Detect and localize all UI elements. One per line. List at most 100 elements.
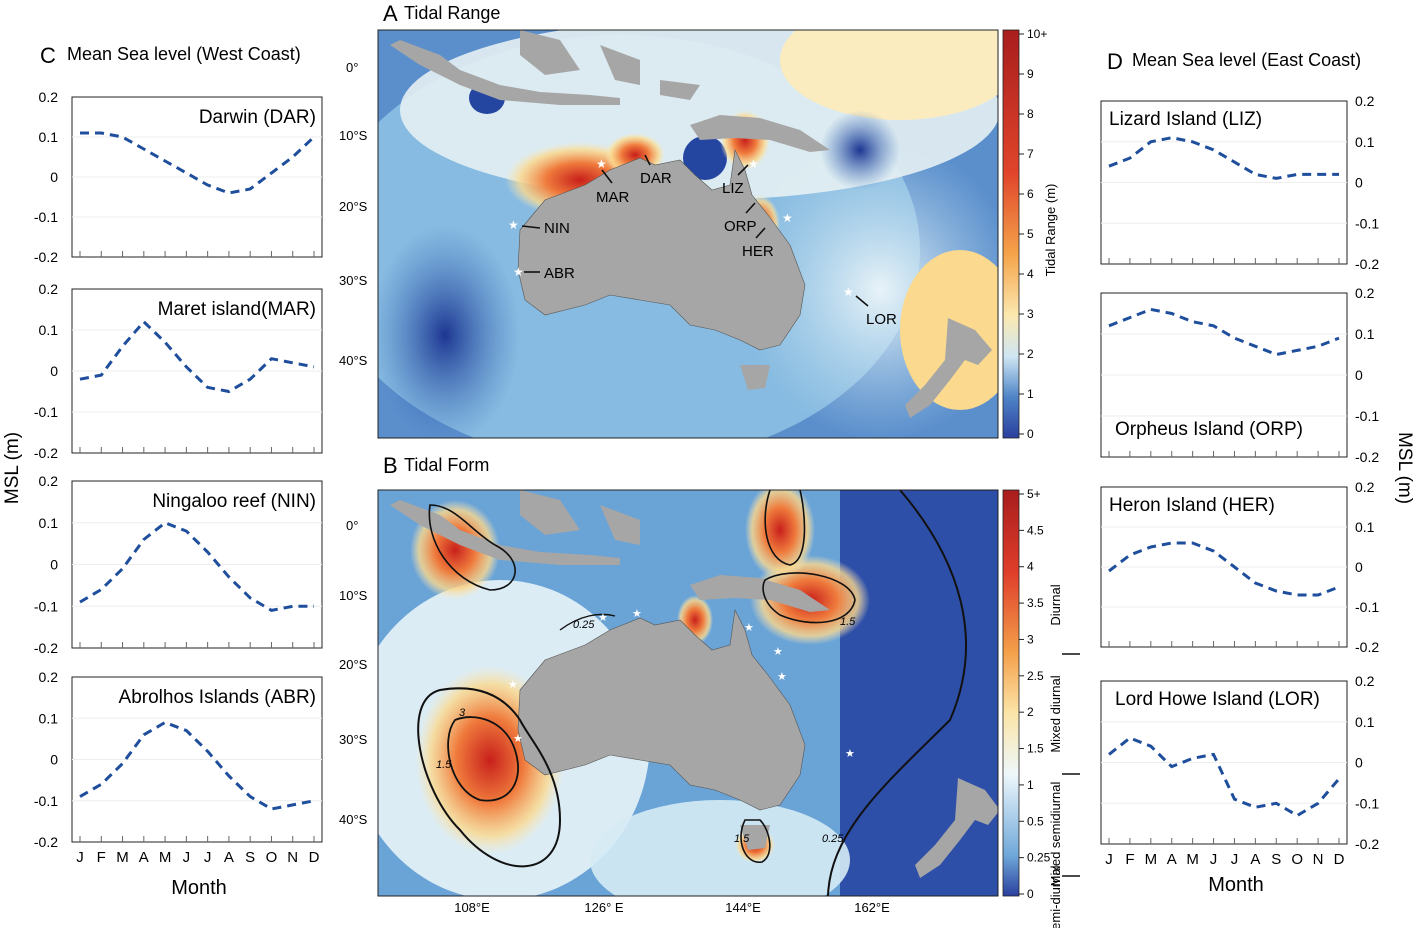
chart-title: Ningaloo reef (NIN) bbox=[152, 491, 316, 512]
form-site-stars: ★ ★ ★ ★ ★ ★ ★ ★ bbox=[508, 608, 855, 760]
msl-series-line bbox=[1108, 136, 1339, 180]
y-tick-label: 0.1 bbox=[1355, 326, 1375, 342]
form-contour-nw bbox=[559, 613, 616, 631]
panel-d-title: Mean Sea level (East Coast) bbox=[1132, 50, 1361, 70]
y-tick-label: 0.1 bbox=[39, 515, 59, 531]
form-category-mixed-diurnal: Mixed diurnal bbox=[1048, 675, 1063, 752]
site-label-liz: LIZ bbox=[722, 180, 744, 197]
form-category-semidiurnal: Semi-diurnal bbox=[1048, 865, 1063, 928]
site-arrow-nin bbox=[521, 225, 541, 229]
site-arrow-her bbox=[755, 227, 766, 239]
form-category-labels: Diurnal Mixed diurnal Mixed semidiurnal … bbox=[1048, 584, 1080, 928]
left-y-axis-label: MSL (m) bbox=[2, 432, 23, 504]
form-contour-label-15-coral: 1.5 bbox=[840, 616, 856, 628]
y-tick-label: -0.1 bbox=[1355, 795, 1379, 811]
site-label-her: HER bbox=[742, 243, 774, 260]
colorbar-tick-label: 3.5 bbox=[1027, 596, 1044, 610]
y-tick-label: 0 bbox=[1355, 367, 1363, 383]
tidal-range-frame bbox=[377, 29, 999, 439]
colorbar-tick-label: 6 bbox=[1027, 187, 1034, 201]
msl-series-line bbox=[80, 131, 316, 195]
panel-b-letter: B bbox=[383, 453, 398, 478]
x-tick-label: N bbox=[287, 849, 298, 866]
x-tick-label: M bbox=[1145, 851, 1158, 868]
form-colorbar bbox=[1002, 489, 1020, 897]
y-tick-label: -0.2 bbox=[1355, 639, 1379, 655]
form-contour-label-15-west: 1.5 bbox=[436, 759, 452, 771]
tidal-form-map: 0.25 3 1.5 1.5 1.5 0.25 0° 10°S 20°S 30°… bbox=[339, 487, 1080, 928]
form-star-5: ★ bbox=[777, 671, 787, 683]
y-tick-label: -0.2 bbox=[1355, 256, 1379, 272]
y-tick-label: -0.2 bbox=[1355, 836, 1379, 852]
chart-title: Lord Howe Island (LOR) bbox=[1115, 689, 1320, 710]
range-ne-yellow bbox=[780, 30, 998, 120]
colorbar-tick-label: 0 bbox=[1027, 887, 1034, 901]
y-tick-label: -0.2 bbox=[34, 834, 58, 850]
range-lat-30s: 30°S bbox=[339, 273, 368, 288]
form-north-hot bbox=[745, 490, 815, 580]
site-label-abr: ABR bbox=[544, 265, 575, 282]
x-tick-label: F bbox=[97, 849, 106, 866]
range-newguinea-land bbox=[690, 115, 830, 152]
form-lon-162e: 162°E bbox=[854, 900, 890, 915]
colorbar-tick-label: 9 bbox=[1027, 67, 1034, 81]
y-tick-label: 0.2 bbox=[39, 669, 59, 685]
colorbar-tick-label: 4.5 bbox=[1027, 523, 1044, 537]
form-lon-144e: 144°E bbox=[725, 900, 761, 915]
form-contour-west-inner bbox=[447, 716, 519, 802]
y-tick-label: 0.2 bbox=[1355, 479, 1375, 495]
form-newguinea-land bbox=[690, 575, 830, 612]
x-tick-label: J bbox=[1231, 851, 1239, 868]
range-colorbar-label: Tidal Range (m) bbox=[1043, 184, 1058, 277]
panel-c-letter: C bbox=[40, 43, 56, 68]
y-tick-label: 0 bbox=[50, 363, 58, 379]
range-newzealand-land bbox=[905, 318, 992, 418]
y-tick-label: 0.1 bbox=[39, 129, 59, 145]
x-tick-label: S bbox=[1271, 851, 1281, 868]
left-x-axis-label: Month bbox=[171, 877, 227, 899]
y-tick-label: -0.1 bbox=[34, 598, 58, 614]
y-tick-label: 0.1 bbox=[1355, 714, 1375, 730]
range-west-low bbox=[378, 225, 520, 438]
range-gulf-low bbox=[683, 136, 727, 180]
y-tick-label: 0.1 bbox=[39, 710, 59, 726]
chart-title: Darwin (DAR) bbox=[199, 107, 316, 128]
site-arrow-orp bbox=[745, 202, 756, 214]
panel-c-title: Mean Sea level (West Coast) bbox=[67, 44, 301, 64]
colorbar-tick-label: 0 bbox=[1027, 427, 1034, 441]
colorbar-tick-label: 10+ bbox=[1027, 27, 1047, 41]
range-australia-land bbox=[517, 149, 806, 351]
form-lon-126e: 126° E bbox=[584, 900, 624, 915]
y-tick-label: 0.1 bbox=[39, 322, 59, 338]
msl-series-line bbox=[1108, 307, 1340, 357]
chart-title: Heron Island (HER) bbox=[1109, 495, 1275, 516]
form-australia-land bbox=[517, 609, 806, 811]
form-indonesia-land bbox=[390, 490, 640, 565]
form-contour-north bbox=[764, 490, 806, 566]
form-contour-label-15-tas: 1.5 bbox=[734, 833, 750, 845]
x-tick-label: J bbox=[1210, 851, 1218, 868]
site-star-mar: ★ bbox=[596, 157, 607, 171]
tidal-form-frame bbox=[377, 489, 999, 897]
form-star-1: ★ bbox=[598, 612, 608, 624]
colorbar-tick-label: 1.5 bbox=[1027, 742, 1044, 756]
y-tick-label: 0 bbox=[1355, 755, 1363, 771]
y-tick-label: 0.2 bbox=[1355, 285, 1375, 301]
x-tick-label: N bbox=[1313, 851, 1324, 868]
panel-b-title: Tidal Form bbox=[404, 455, 489, 475]
site-star-abr: ★ bbox=[513, 265, 524, 279]
form-contour-labels: 0.25 3 1.5 1.5 1.5 0.25 bbox=[436, 616, 856, 845]
x-tick-label: A bbox=[1250, 851, 1260, 868]
form-contour-label-3: 3 bbox=[459, 707, 466, 719]
msl-chart-5: 0.2 0.1 0 -0.1 -0.2 Lizard Island (LIZ) bbox=[1100, 93, 1379, 272]
x-tick-label: J bbox=[76, 849, 84, 866]
msl-series-line bbox=[1108, 541, 1340, 597]
form-lat-30s: 30°S bbox=[339, 732, 368, 747]
form-tasmania-land bbox=[740, 825, 770, 850]
site-star-lor: ★ bbox=[843, 285, 854, 299]
colorbar-tick-label: 5+ bbox=[1027, 487, 1041, 501]
colorbar-tick-label: 3 bbox=[1027, 632, 1034, 646]
form-lon-108e: 108°E bbox=[454, 900, 490, 915]
y-tick-label: -0.2 bbox=[34, 445, 58, 461]
